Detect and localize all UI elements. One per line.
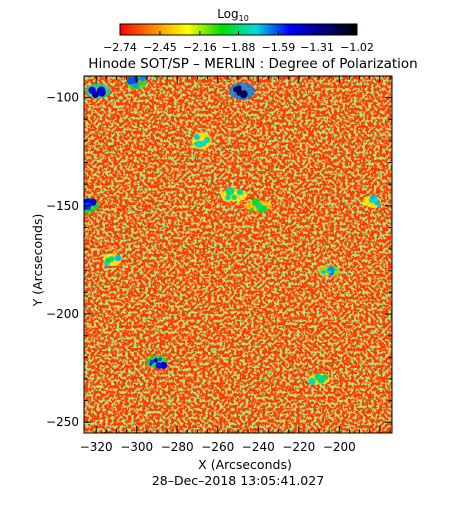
polarization-patch: [158, 357, 162, 361]
polarization-patch: [155, 362, 163, 369]
polarization-patch: [114, 254, 122, 262]
colorbar-tick-label: −2.16: [183, 41, 217, 54]
colorbar-label-subscript: 10: [239, 14, 249, 23]
x-tick-label: −280: [161, 440, 194, 454]
polarization-patch: [226, 187, 235, 196]
polarization-patch: [193, 134, 200, 141]
colorbar-tick-label: −1.59: [262, 41, 296, 54]
y-tick-label: −250: [46, 415, 79, 429]
polarization-patch: [251, 198, 260, 206]
polarization-patch: [308, 377, 316, 385]
x-tick-label: −240: [242, 440, 275, 454]
polarization-patch: [149, 359, 155, 364]
polarization-patch: [237, 190, 242, 195]
x-tick-label: −200: [323, 440, 356, 454]
colorbar-label: Log10: [217, 7, 249, 23]
polarization-patches: [84, 76, 381, 385]
colorbar-tick-label: −2.45: [143, 41, 177, 54]
polarization-patch: [225, 194, 231, 200]
y-tick-label: −200: [46, 307, 79, 321]
colorbar: Log10 −2.74 −2.45 −2.16 −1.88 −1.59 −1.31 −1.0…: [103, 7, 374, 54]
polarization-patch: [319, 375, 323, 380]
x-tick-label: −300: [120, 440, 153, 454]
chart-title: Hinode SOT/SP – MERLIN : Degree of Polar…: [88, 56, 417, 72]
heatmap-network-layer: [84, 76, 392, 433]
colorbar-tick-label: −1.02: [340, 41, 374, 54]
y-axis: −100 −150 −200 −250: [46, 75, 392, 429]
x-tick-label: −320: [80, 440, 113, 454]
polarization-patch: [139, 76, 146, 82]
polarization-patch: [258, 207, 265, 213]
x-tick-label: −220: [282, 440, 315, 454]
polarization-patch: [249, 207, 254, 212]
polarization-patch: [96, 87, 104, 95]
x-axis-label: X (Arcseconds): [198, 457, 292, 472]
polarization-patch: [236, 92, 241, 96]
y-tick-label: −150: [46, 199, 79, 213]
polarization-patch: [377, 204, 381, 208]
polarization-patch: [317, 377, 321, 381]
polarization-patch: [126, 76, 135, 85]
polarization-patch: [92, 91, 99, 99]
polarization-patch: [153, 358, 159, 363]
y-tick-label: −100: [46, 91, 79, 105]
polarization-patch: [89, 198, 97, 206]
polarization-patch: [321, 270, 326, 274]
polarization-patch: [232, 86, 239, 93]
polarization-patch: [104, 257, 112, 264]
colorbar-label-main: Log: [217, 7, 238, 21]
polarization-patch: [334, 268, 338, 272]
x-axis: −320 −300 −280 −260 −240 −220 −200: [80, 76, 391, 454]
colorbar-tick-label: −1.31: [300, 41, 334, 54]
polarization-patch: [322, 374, 329, 381]
y-axis-label: Y (Arcseconds): [30, 214, 45, 308]
colorbar-tick-label: −2.74: [103, 41, 137, 54]
polarization-patch: [239, 90, 248, 99]
timestamp: 28–Dec–2018 13:05:41.027: [152, 473, 324, 488]
heatmap-plot: [84, 76, 392, 433]
x-tick-label: −260: [201, 440, 234, 454]
colorbar-tick-label: −1.88: [222, 41, 256, 54]
polarization-patch: [231, 194, 237, 200]
polarization-patch: [370, 195, 375, 200]
polarization-patch: [327, 270, 332, 275]
polarization-patch: [133, 82, 140, 89]
polarization-patch: [196, 140, 204, 148]
polarization-patch: [203, 139, 208, 144]
colorbar-ticks: −2.74 −2.45 −2.16 −1.88 −1.59 −1.31 −1.02: [103, 31, 374, 54]
